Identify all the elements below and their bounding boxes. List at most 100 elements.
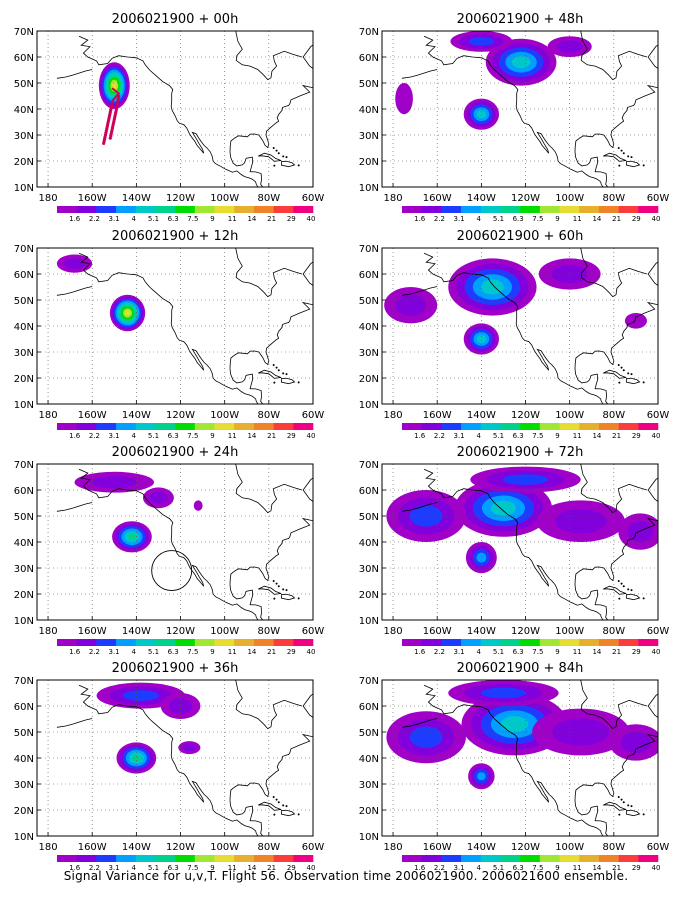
scale-label: 40 bbox=[652, 432, 661, 440]
scale-swatch bbox=[618, 639, 639, 646]
island bbox=[620, 366, 623, 369]
scale-swatch bbox=[234, 423, 255, 430]
lat-label: 60N bbox=[359, 53, 379, 64]
scale-swatch bbox=[559, 855, 580, 862]
scale-label: 9 bbox=[210, 432, 214, 440]
coastline bbox=[56, 718, 93, 728]
coastline bbox=[229, 477, 313, 620]
coastline bbox=[229, 261, 313, 404]
variance-contour bbox=[480, 279, 504, 295]
island bbox=[281, 160, 296, 168]
island bbox=[297, 381, 300, 384]
variance-contour bbox=[409, 726, 443, 748]
lat-label: 10N bbox=[14, 400, 34, 411]
scale-swatch bbox=[480, 423, 501, 430]
variance-contour bbox=[552, 718, 610, 746]
lon-label: 80W bbox=[258, 193, 281, 204]
scale-swatch bbox=[135, 855, 156, 862]
coastline bbox=[56, 502, 93, 512]
lat-label: 20N bbox=[359, 806, 379, 817]
flight-track-point bbox=[108, 136, 112, 140]
island bbox=[285, 805, 288, 808]
lat-label: 40N bbox=[359, 105, 379, 116]
island bbox=[620, 798, 623, 801]
panel-title: 2006021900 + 48h bbox=[457, 12, 584, 27]
scale-swatch bbox=[441, 639, 462, 646]
scale-label: 4 bbox=[132, 648, 137, 656]
scale-swatch bbox=[579, 206, 600, 213]
lat-label: 10N bbox=[14, 832, 34, 843]
island bbox=[627, 588, 630, 591]
island bbox=[273, 813, 276, 816]
scale-swatch bbox=[175, 423, 196, 430]
lon-label: 60W bbox=[302, 410, 325, 421]
lon-label: 140W bbox=[467, 410, 496, 421]
island bbox=[622, 369, 625, 372]
lon-label: 180 bbox=[383, 626, 402, 637]
island bbox=[603, 801, 627, 811]
variance-contour bbox=[193, 500, 203, 511]
scale-label: 11 bbox=[228, 432, 237, 440]
scale-swatch bbox=[116, 423, 137, 430]
scale-swatch bbox=[480, 639, 501, 646]
lat-label: 20N bbox=[14, 806, 34, 817]
flight-track-point bbox=[116, 99, 120, 103]
lat-label: 60N bbox=[359, 270, 379, 281]
scale-label: 4 bbox=[477, 648, 482, 656]
scale-swatch bbox=[234, 855, 255, 862]
scale-label: 9 bbox=[210, 215, 214, 223]
lat-label: 30N bbox=[359, 780, 379, 791]
scale-label: 2.2 bbox=[434, 215, 445, 223]
variance-contour bbox=[476, 110, 486, 119]
coastline bbox=[229, 44, 313, 187]
scale-label: 4 bbox=[132, 432, 137, 440]
lat-label: 70N bbox=[14, 27, 34, 38]
lon-label: 60W bbox=[302, 193, 325, 204]
scale-label: 4 bbox=[477, 215, 482, 223]
coastline bbox=[235, 248, 303, 298]
lat-label: 40N bbox=[359, 538, 379, 549]
scale-swatch bbox=[214, 855, 235, 862]
scale-label: 9 bbox=[210, 864, 214, 872]
lon-label: 60W bbox=[647, 626, 670, 637]
scale-label: 2.2 bbox=[89, 215, 100, 223]
lon-label: 60W bbox=[302, 626, 325, 637]
scale-swatch bbox=[520, 423, 541, 430]
coastline bbox=[423, 35, 621, 187]
island bbox=[282, 804, 285, 807]
scale-swatch bbox=[520, 639, 541, 646]
map-panel: 2006021900 + 12h 70N 60N 50N 40N 30N 20N 10N 180… bbox=[14, 229, 325, 440]
scale-swatch bbox=[402, 206, 422, 213]
lon-label: 80W bbox=[603, 626, 626, 637]
lon-label: 180 bbox=[383, 193, 402, 204]
scale-swatch bbox=[135, 639, 156, 646]
scale-swatch bbox=[194, 639, 215, 646]
coastline bbox=[580, 31, 648, 81]
lon-label: 80W bbox=[258, 626, 281, 637]
lon-label: 120W bbox=[511, 410, 540, 421]
lon-label: 180 bbox=[38, 842, 57, 853]
scale-label: 29 bbox=[632, 648, 641, 656]
scale-swatch bbox=[273, 639, 294, 646]
scale-label: 3.1 bbox=[109, 432, 120, 440]
scale-label: 6.3 bbox=[513, 648, 524, 656]
scale-label: 7.5 bbox=[187, 215, 198, 223]
scale-swatch bbox=[155, 206, 176, 213]
map-panel: 2006021900 + 24h 70N 60N 50N 40N 30N 20N 10N 180… bbox=[14, 445, 325, 656]
lon-label: 100W bbox=[210, 410, 239, 421]
scale-label: 2.2 bbox=[434, 648, 445, 656]
island bbox=[277, 801, 280, 804]
scale-swatch bbox=[579, 855, 600, 862]
scale-label: 9 bbox=[210, 648, 214, 656]
coastline bbox=[423, 684, 621, 836]
island bbox=[258, 585, 282, 595]
scale-label: 21 bbox=[612, 864, 621, 872]
variance-contour bbox=[468, 37, 495, 46]
island bbox=[642, 164, 645, 167]
scale-label: 5.1 bbox=[493, 864, 504, 872]
scale-swatch bbox=[57, 639, 77, 646]
scale-swatch bbox=[598, 639, 619, 646]
lat-label: 60N bbox=[359, 486, 379, 497]
island bbox=[618, 813, 621, 816]
variance-contour bbox=[480, 687, 527, 699]
